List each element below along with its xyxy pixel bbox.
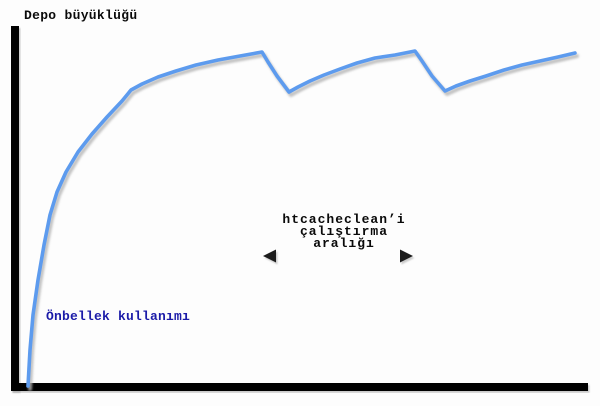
interval-arrow-head-right: [400, 249, 413, 263]
interval-annotation-line-2: çalıştırma: [299, 224, 388, 239]
interval-annotation-line-3: aralığı: [313, 236, 375, 251]
cache-usage-curve: [26, 49, 577, 388]
x-axis-bar: [11, 383, 588, 391]
y-axis-bar: [11, 26, 19, 391]
y-axis-title: Depo büyüklüğü: [24, 8, 138, 23]
interval-arrow-head-left: [263, 249, 276, 263]
interval-annotation: htcacheclean’i çalıştırma aralığı: [259, 212, 429, 251]
curve-series-label: Önbellek kullanımı: [46, 309, 191, 324]
interval-annotation-line-1: htcacheclean’i: [282, 212, 406, 227]
